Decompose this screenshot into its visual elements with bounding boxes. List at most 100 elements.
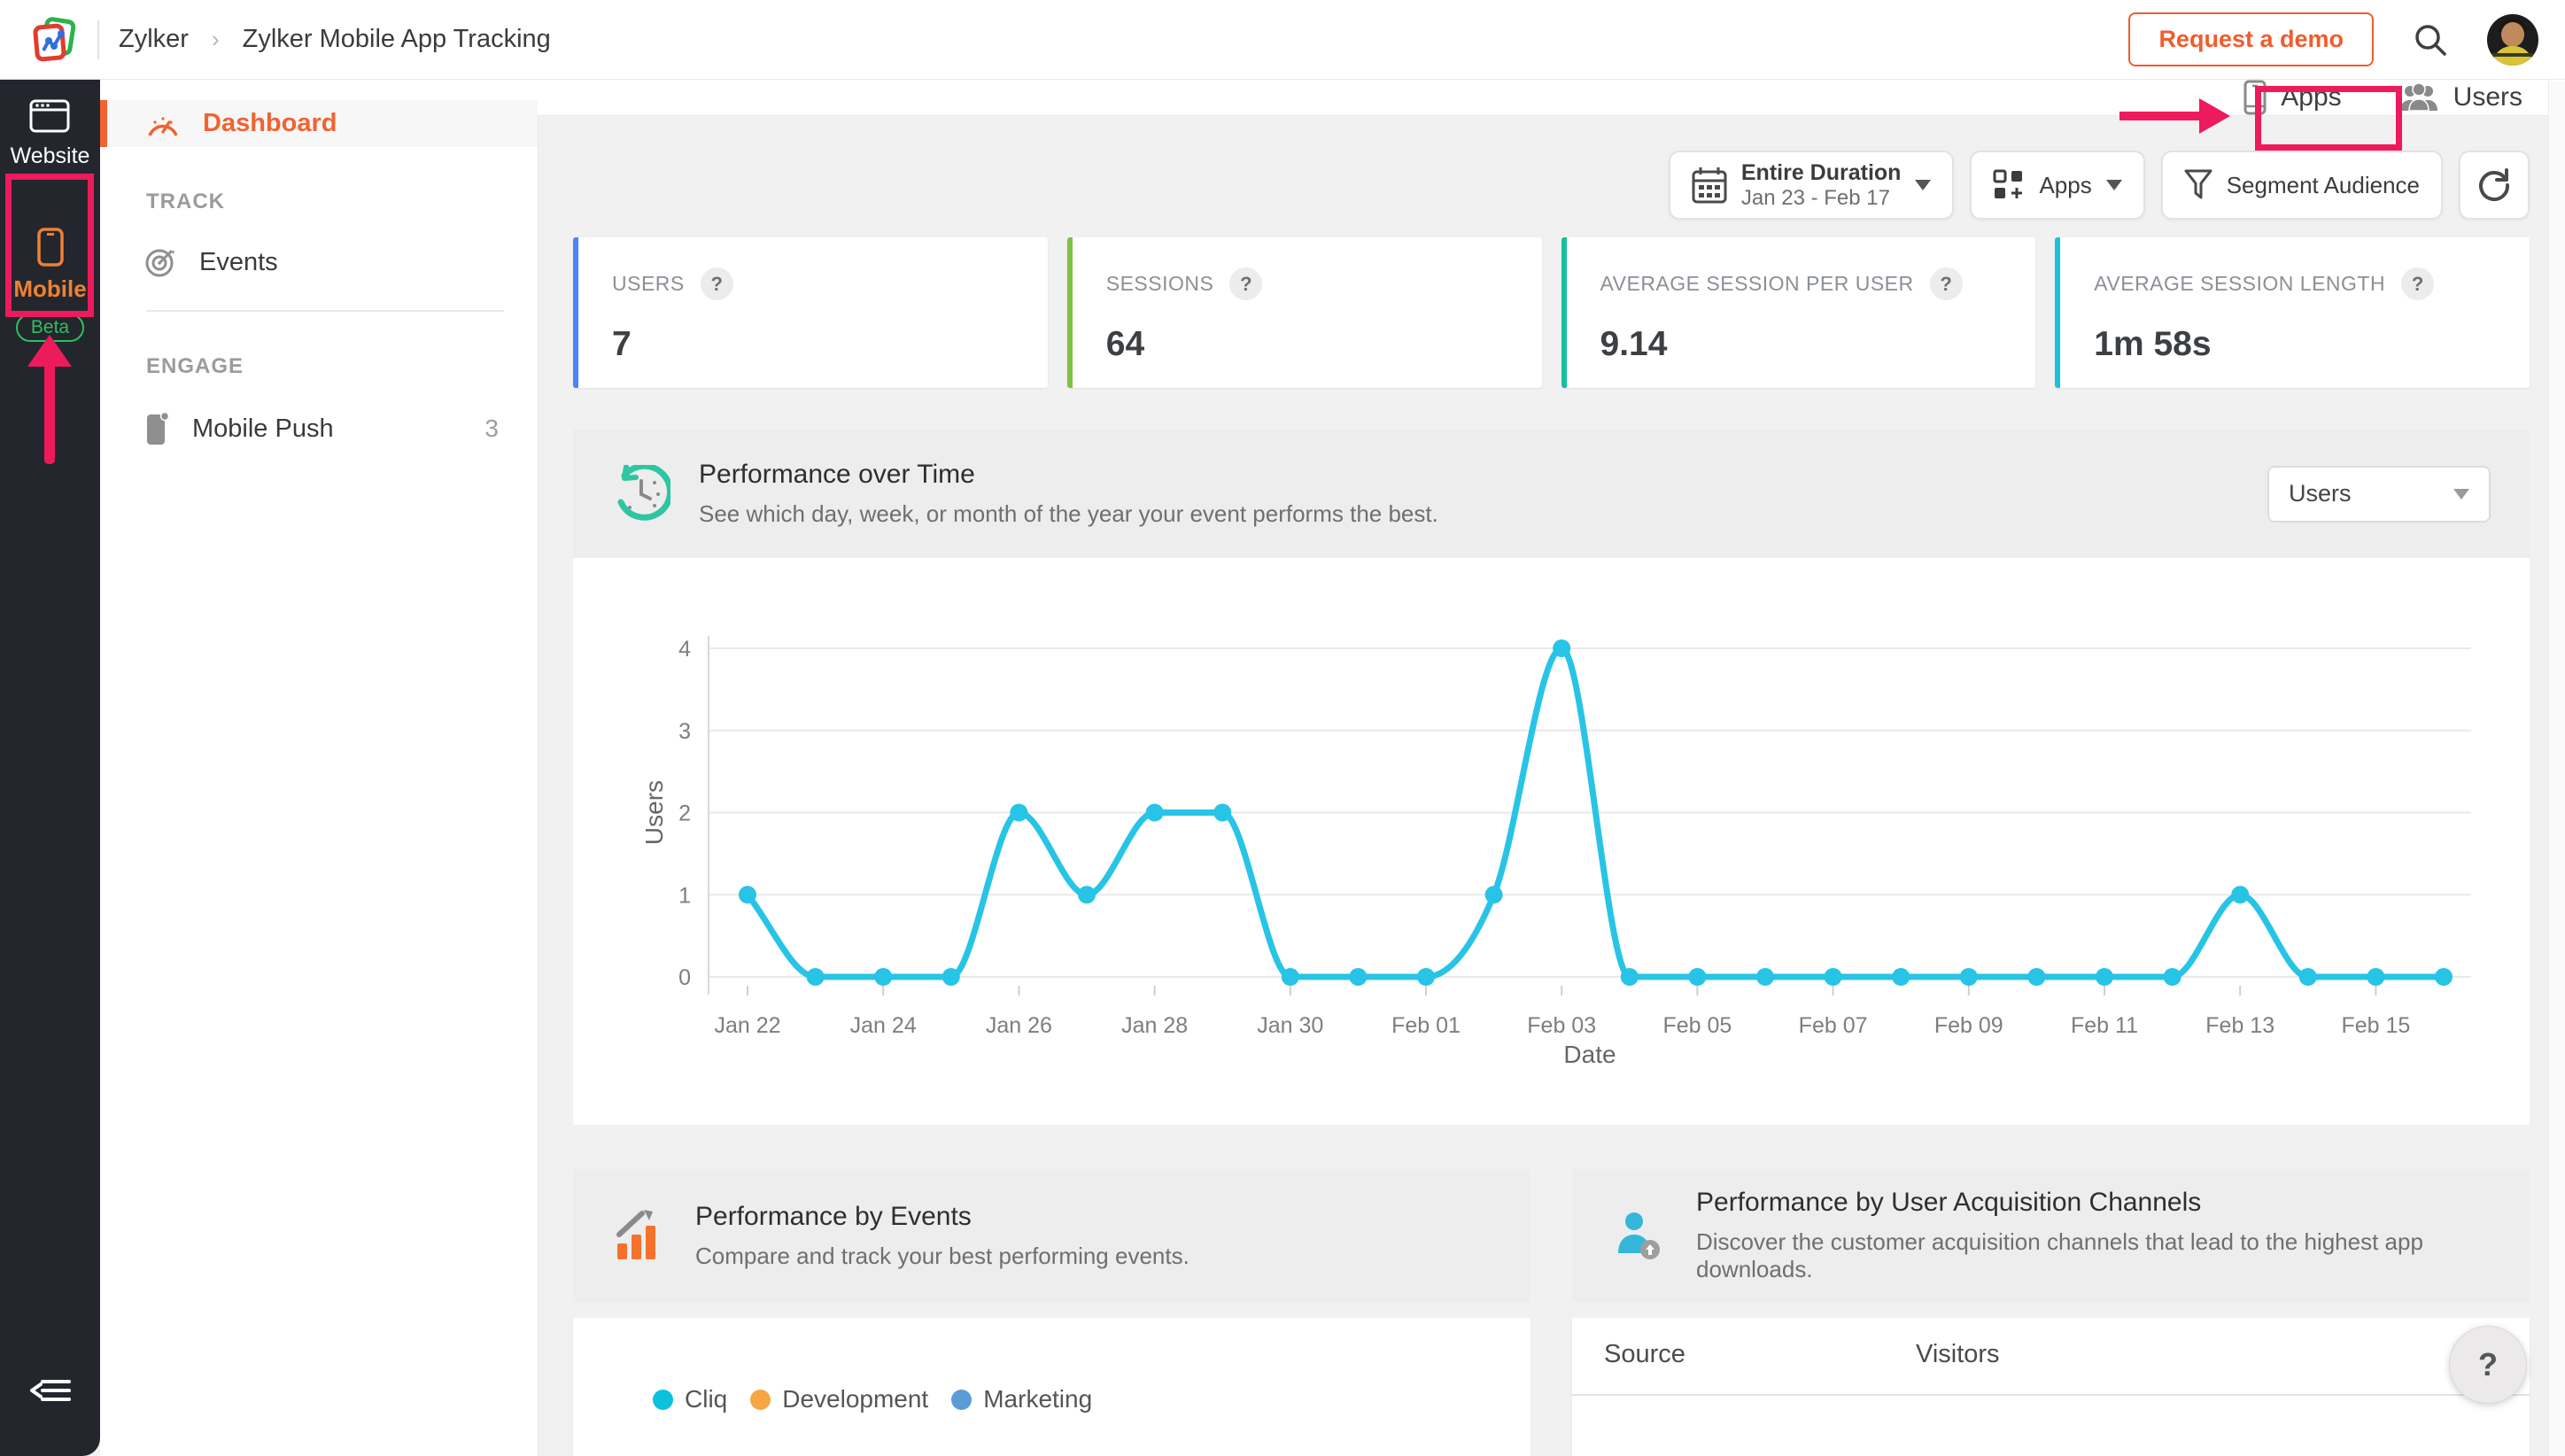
app-grid-icon: [1993, 169, 2025, 201]
stat-card-label: AVERAGE SESSION LENGTH: [2094, 272, 2386, 295]
svg-text:Feb 13: Feb 13: [2205, 1013, 2274, 1038]
mobile-push-count-badge: 3: [484, 414, 499, 442]
topbar: Zylker › Zylker Mobile App Tracking Requ…: [0, 0, 2565, 80]
sidebar-item-label: Mobile Push: [192, 414, 334, 443]
svg-text:Feb 07: Feb 07: [1799, 1013, 1868, 1038]
svg-text:Feb 15: Feb 15: [2341, 1013, 2410, 1038]
legend-item-development[interactable]: Development: [750, 1385, 928, 1413]
legend-dot: [653, 1389, 673, 1410]
beta-badge: Beta: [15, 314, 85, 342]
panel-title: Performance by Events: [695, 1201, 972, 1231]
stat-card-value: 7: [612, 325, 632, 363]
svg-text:4: 4: [678, 637, 691, 662]
pagesense-logo-icon[interactable]: [32, 16, 78, 63]
tab-users[interactable]: Users: [2398, 82, 2522, 112]
main-area: Apps Users Enti: [538, 80, 2565, 1456]
legend-item-cliq[interactable]: Cliq: [653, 1385, 727, 1413]
mobile-phone-icon: [36, 228, 64, 267]
column-header-visitors[interactable]: Visitors: [1916, 1339, 2000, 1368]
sidebar-item-dashboard[interactable]: Dashboard: [100, 100, 538, 147]
svg-text:3: 3: [678, 719, 691, 744]
tab-apps[interactable]: Apps: [2243, 80, 2342, 115]
date-range-title: Entire Duration: [1740, 159, 1902, 185]
stat-cards-row: USERS ? 7 SESSIONS ? 64: [573, 237, 2530, 388]
filter-toolbar: Entire Duration Jan 23 - Feb 17 Apps: [573, 151, 2530, 220]
topbar-actions: Request a demo: [2128, 12, 2538, 66]
help-icon[interactable]: ?: [700, 267, 733, 300]
help-fab-button[interactable]: ?: [2449, 1326, 2527, 1404]
panel-title: Performance over Time: [699, 460, 975, 489]
performance-over-time-header: Performance over Time See which day, wee…: [573, 430, 2530, 558]
sidebar-item-events[interactable]: Events: [100, 246, 538, 278]
column-header-source[interactable]: Source: [1604, 1339, 1685, 1368]
svg-text:Jan 24: Jan 24: [850, 1013, 917, 1038]
acquisition-table-card: Source Visitors: [1572, 1318, 2530, 1456]
performance-line-chart[interactable]: 0 1 2 3 4 Jan 22 Jan 24 Jan 26 Jan 28 Jan 30 Feb 0…: [573, 558, 2530, 1125]
stat-card-label: SESSIONS: [1105, 272, 1214, 295]
svg-text:1: 1: [678, 883, 691, 908]
collapse-sidebar-button[interactable]: [28, 1375, 73, 1410]
rail-item-label: Mobile: [13, 275, 87, 302]
mobile-push-icon: [144, 411, 169, 446]
stat-card-value: 64: [1105, 325, 1145, 363]
segment-audience-button[interactable]: Segment Audience: [2160, 151, 2443, 220]
rail-item-website[interactable]: Website: [11, 99, 89, 169]
performance-over-time-panel: Performance over Time See which day, wee…: [573, 430, 2530, 1125]
svg-text:Feb 03: Feb 03: [1527, 1013, 1596, 1038]
stat-card-value: 9.14: [1600, 325, 1668, 363]
svg-text:Jan 28: Jan 28: [1121, 1013, 1188, 1038]
help-icon[interactable]: ?: [1929, 267, 1963, 300]
stat-card-label: AVERAGE SESSION PER USER: [1600, 272, 1914, 295]
calendar-icon: [1692, 167, 1727, 204]
breadcrumb: Zylker › Zylker Mobile App Tracking: [119, 25, 551, 54]
svg-text:Feb 01: Feb 01: [1391, 1013, 1461, 1038]
svg-text:2: 2: [678, 802, 691, 826]
legend-label: Development: [782, 1385, 929, 1413]
events-chart-card: Cliq Development Marketing: [573, 1318, 1530, 1456]
performance-by-events-header: Performance by Events Compare and track …: [573, 1169, 1530, 1302]
metric-select-value: Users: [2289, 480, 2352, 507]
bottom-panels-row: Performance by Events Compare and track …: [573, 1169, 2530, 1456]
help-icon[interactable]: ?: [2401, 267, 2435, 300]
panel-title: Performance by User Acquisition Channels: [1696, 1188, 2202, 1217]
user-avatar[interactable]: [2487, 13, 2538, 66]
stat-card-value: 1m 58s: [2094, 325, 2212, 363]
stat-card-avg-session-per-user: AVERAGE SESSION PER USER ? 9.14: [1561, 237, 2036, 388]
acquisition-channels-panel: Performance by User Acquisition Channels…: [1572, 1169, 2530, 1456]
apps-filter-button[interactable]: Apps: [1970, 151, 2145, 220]
rail-item-mobile[interactable]: Mobile Beta: [13, 228, 87, 342]
panel-subtitle: Compare and track your best performing e…: [695, 1242, 1190, 1269]
scrollbar-track[interactable]: [2548, 81, 2565, 1456]
svg-text:Users: Users: [640, 780, 668, 845]
stat-card-users: USERS ? 7: [573, 237, 1048, 388]
svg-text:Date: Date: [1563, 1041, 1616, 1068]
date-range-button[interactable]: Entire Duration Jan 23 - Feb 17: [1668, 151, 1955, 220]
legend-label: Cliq: [685, 1385, 728, 1413]
svg-text:Jan 30: Jan 30: [1257, 1013, 1323, 1038]
legend-item-marketing[interactable]: Marketing: [951, 1385, 1092, 1413]
request-demo-button[interactable]: Request a demo: [2128, 12, 2374, 66]
sidebar-item-mobile-push[interactable]: Mobile Push 3: [100, 411, 538, 446]
stat-card-label: USERS: [612, 272, 685, 295]
sidebar-section-track: TRACK: [146, 190, 225, 213]
target-icon: [144, 246, 176, 278]
apps-phone-icon: [2243, 80, 2267, 115]
refresh-button[interactable]: [2459, 151, 2530, 220]
help-icon[interactable]: ?: [1229, 267, 1263, 300]
app-body: Website Mobile Beta: [0, 80, 2565, 1456]
section-sidebar: Dashboard TRACK Events ENGAGE Mobile Pus…: [100, 80, 538, 1456]
browser-window-icon: [29, 99, 70, 133]
sidebar-section-engage: ENGAGE: [146, 354, 244, 378]
svg-text:Jan 26: Jan 26: [986, 1013, 1052, 1038]
user-acquisition-icon: [1611, 1207, 1668, 1264]
metric-select-dropdown[interactable]: Users: [2267, 465, 2491, 523]
product-rail: Website Mobile Beta: [0, 80, 100, 1456]
collapse-arrow-icon: [28, 1375, 73, 1406]
table-divider: [1572, 1394, 2530, 1396]
panel-subtitle: See which day, week, or month of the yea…: [699, 500, 1438, 527]
svg-text:Feb 09: Feb 09: [1934, 1013, 2003, 1038]
chevron-down-icon: [1915, 180, 1932, 190]
breadcrumb-root[interactable]: Zylker: [119, 25, 189, 53]
search-icon[interactable]: [2413, 22, 2448, 58]
